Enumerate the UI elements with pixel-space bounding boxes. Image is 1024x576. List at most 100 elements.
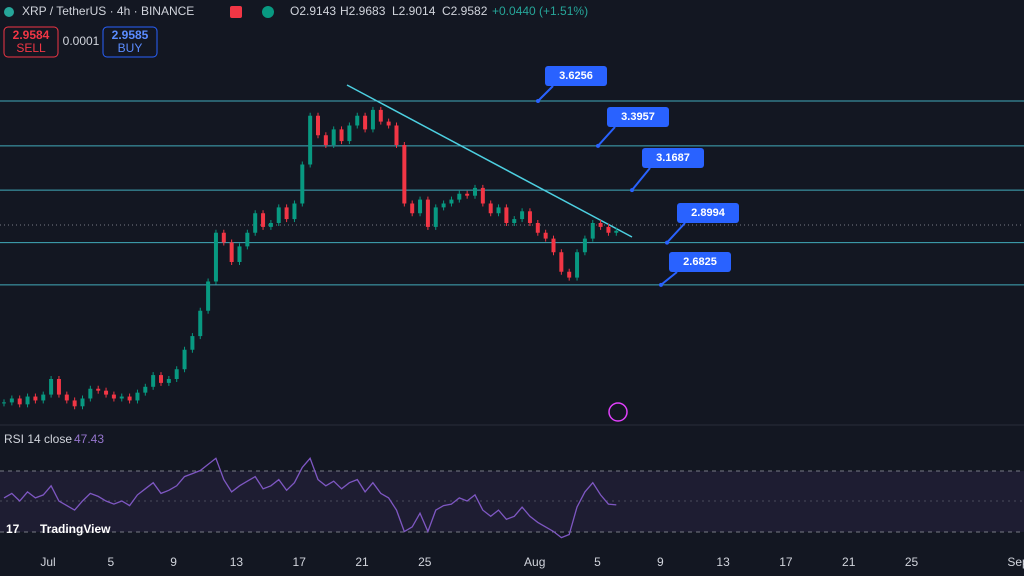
flag[interactable] — [230, 6, 242, 18]
callout-pointer — [666, 222, 686, 244]
callout-dot — [659, 282, 663, 287]
candle — [17, 398, 22, 405]
candle — [488, 203, 493, 214]
candle — [143, 386, 148, 393]
x-axis-label: Sep — [1007, 555, 1024, 569]
candle — [582, 238, 587, 253]
candle — [56, 378, 61, 395]
candle — [355, 115, 360, 126]
candle — [245, 232, 250, 247]
candle — [159, 375, 163, 383]
callout-pointer — [597, 126, 616, 147]
x-axis-label: Jul — [40, 555, 55, 569]
candle — [276, 207, 281, 223]
x-axis-label: 13 — [230, 555, 244, 569]
candle — [331, 129, 336, 145]
candle — [151, 375, 156, 387]
candle — [527, 211, 532, 223]
candle — [96, 388, 101, 391]
candle — [614, 230, 619, 233]
alert-icon[interactable] — [608, 402, 628, 422]
x-axis-label: 17 — [779, 555, 793, 569]
candle — [590, 222, 595, 239]
indicator-dot[interactable] — [262, 6, 274, 18]
spread: 0.0001 — [63, 34, 100, 48]
sell-button[interactable] — [3, 26, 59, 58]
candle — [198, 310, 203, 337]
candle — [119, 396, 124, 399]
sell-label: SELL — [16, 41, 46, 55]
candle — [606, 226, 611, 233]
candle — [166, 378, 171, 383]
callout-box — [669, 252, 731, 272]
candle — [253, 213, 258, 233]
candle — [41, 394, 46, 401]
candle — [551, 238, 556, 253]
candle — [64, 394, 69, 401]
candle — [292, 203, 297, 220]
candle — [213, 232, 218, 282]
candle — [316, 115, 320, 136]
open: O2.9143 — [290, 4, 336, 18]
callout-dot — [536, 99, 540, 103]
x-axis-label: 21 — [355, 555, 369, 569]
candle — [80, 398, 85, 407]
x-axis-label: 25 — [905, 555, 919, 569]
candle — [433, 207, 438, 227]
candle — [25, 396, 30, 405]
callout-pointer — [660, 271, 678, 286]
x-axis-label: 21 — [842, 555, 856, 569]
candle — [72, 400, 77, 407]
callout-dot — [665, 240, 669, 245]
candle — [49, 378, 54, 395]
candle — [543, 232, 548, 239]
candle — [402, 144, 407, 204]
candle — [410, 203, 415, 214]
candle — [127, 396, 132, 401]
candle — [567, 271, 572, 278]
candle — [347, 125, 352, 142]
candle — [512, 219, 517, 223]
x-axis-label: 25 — [418, 555, 432, 569]
close: C2.9582 — [442, 4, 488, 18]
buy-button[interactable] — [102, 26, 158, 58]
x-axis-label: 9 — [170, 555, 177, 569]
candle — [2, 402, 6, 404]
callout-label: 3.3957 — [621, 111, 655, 123]
candle — [174, 369, 179, 379]
candle — [229, 242, 234, 262]
candle — [370, 109, 375, 130]
candle — [457, 193, 462, 200]
callout-pointer — [537, 85, 554, 102]
candle — [504, 207, 509, 223]
callout-box — [677, 203, 739, 223]
candle — [300, 164, 305, 204]
candle — [88, 388, 93, 399]
candle — [284, 207, 289, 220]
candle — [190, 336, 195, 350]
candle — [535, 222, 540, 233]
candle — [268, 222, 273, 227]
candle — [323, 135, 328, 145]
candle — [111, 394, 116, 399]
candle — [496, 207, 501, 214]
candle — [598, 222, 603, 227]
trend-line — [346, 84, 633, 238]
candle — [575, 252, 580, 278]
logo-mark: 17 — [6, 522, 20, 536]
candle — [9, 398, 14, 403]
candle — [386, 121, 391, 126]
callout-box — [545, 66, 607, 86]
candle — [339, 129, 344, 142]
x-axis-label: 17 — [293, 555, 307, 569]
buy-price: 2.9585 — [112, 28, 149, 42]
candle — [480, 187, 485, 204]
candle — [104, 390, 109, 395]
rsi-label: RSI 14 close — [4, 432, 72, 446]
high: H2.9683 — [340, 4, 386, 18]
candle — [182, 349, 187, 370]
callout-label: 2.8994 — [691, 207, 726, 219]
candle — [206, 281, 211, 311]
symbol: XRP / TetherUS · 4h · BINANCE — [22, 4, 194, 18]
